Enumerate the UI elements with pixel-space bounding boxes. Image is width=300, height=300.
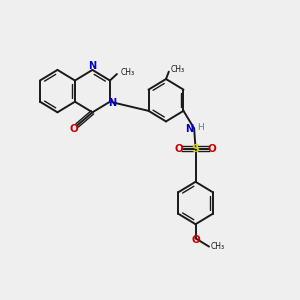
Text: CH₃: CH₃ — [170, 65, 184, 74]
Text: N: N — [88, 61, 97, 71]
Text: CH₃: CH₃ — [120, 68, 134, 77]
Text: O: O — [175, 143, 184, 154]
Text: N: N — [185, 124, 194, 134]
Text: O: O — [207, 143, 216, 154]
Text: CH₃: CH₃ — [210, 242, 224, 251]
Text: N: N — [108, 98, 116, 108]
Text: S: S — [191, 143, 200, 154]
Text: O: O — [70, 124, 79, 134]
Text: O: O — [191, 235, 200, 245]
Text: H: H — [197, 122, 204, 131]
